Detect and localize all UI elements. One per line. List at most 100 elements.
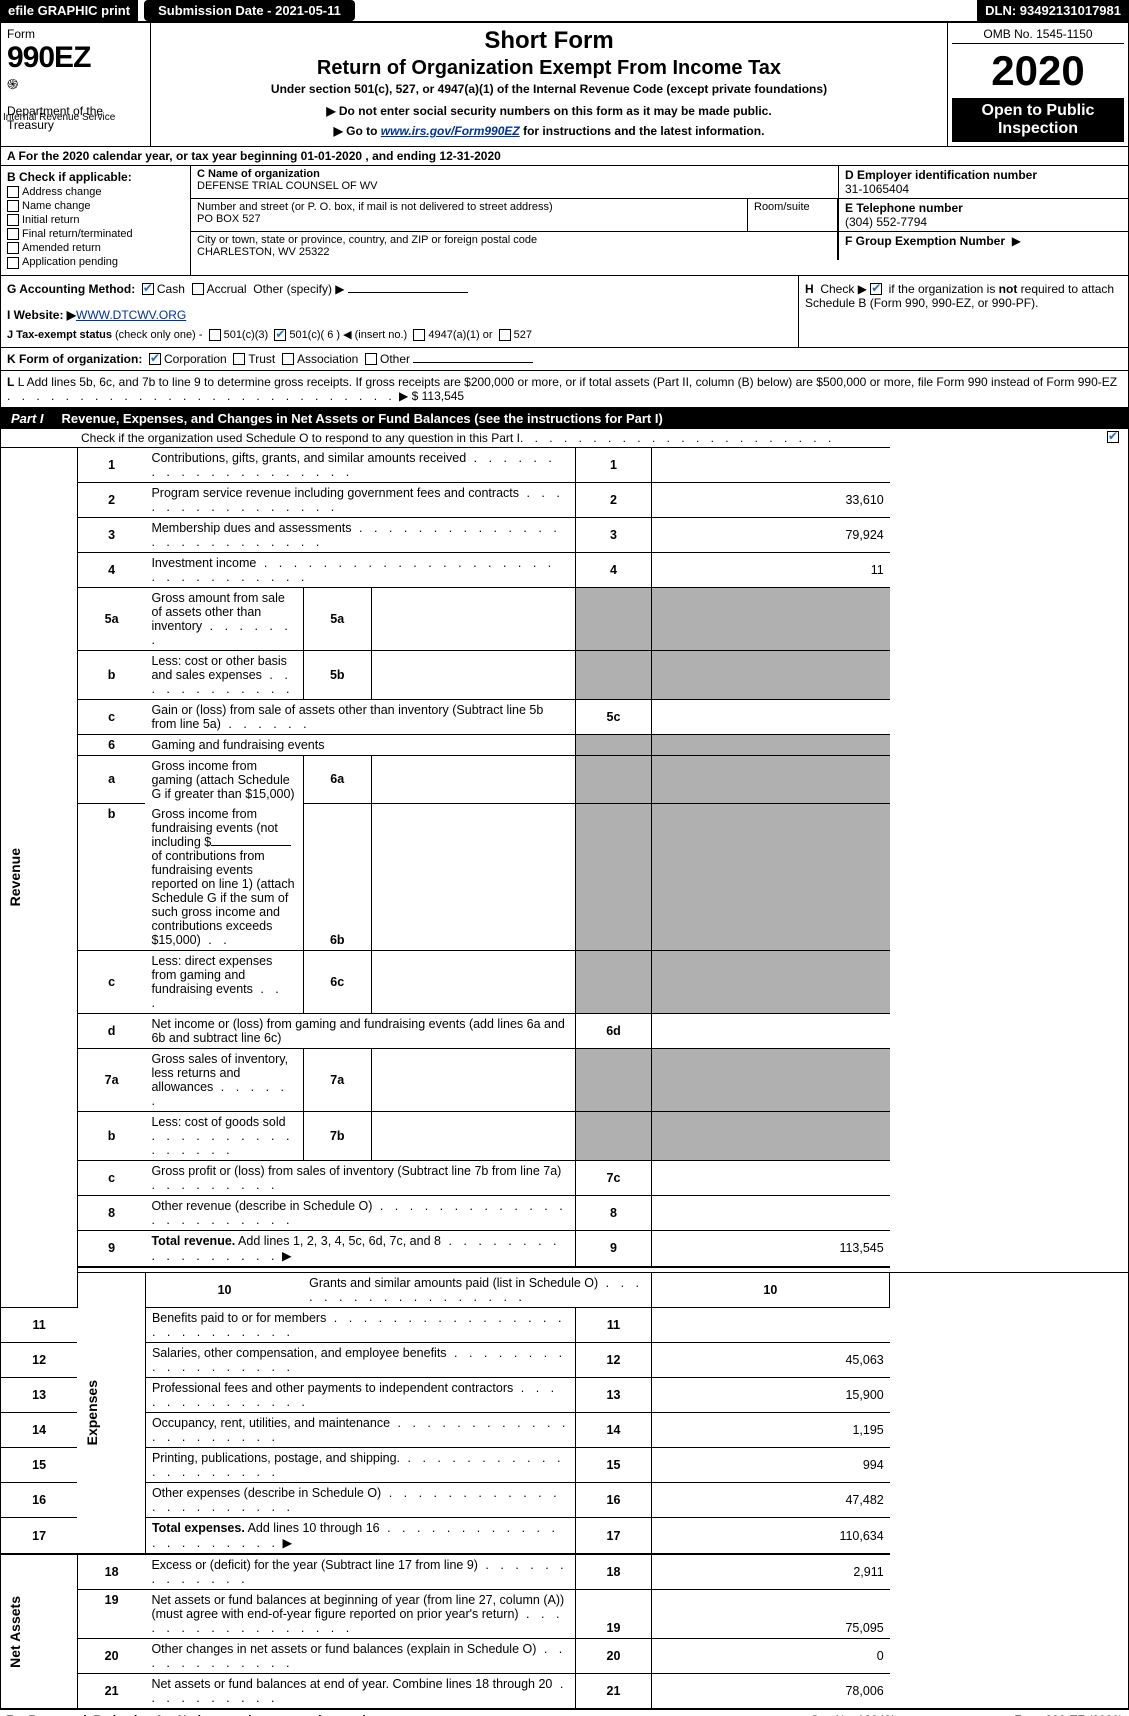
line-no-15: 15 bbox=[1, 1448, 78, 1483]
subval-5b bbox=[371, 650, 576, 699]
val-3: 79,924 bbox=[651, 517, 890, 552]
website-link[interactable]: WWW.DTCWV.ORG bbox=[76, 308, 186, 322]
row-20: 20 Other changes in net assets or fund b… bbox=[1, 1639, 1129, 1674]
desc-11: Benefits paid to or for members bbox=[152, 1311, 326, 1325]
chk-501c[interactable] bbox=[274, 329, 286, 341]
part1-tag: Part I bbox=[1, 409, 54, 428]
shade-5b-v bbox=[651, 650, 890, 699]
line-no-14: 14 bbox=[1, 1413, 78, 1448]
val-18: 2,911 bbox=[651, 1554, 890, 1590]
val-14: 1,195 bbox=[651, 1413, 890, 1448]
form-header: Form 990EZ ֍ Department of the Treasury … bbox=[0, 23, 1129, 147]
val-4: 11 bbox=[651, 552, 890, 587]
chk-501c3[interactable] bbox=[209, 329, 221, 341]
row-11: 11 Benefits paid to or for members . . .… bbox=[1, 1308, 1129, 1343]
line-no-3: 3 bbox=[77, 517, 145, 552]
row-ghij: G Accounting Method: Cash Accrual Other … bbox=[0, 275, 1129, 348]
desc-6: Gaming and fundraising events bbox=[145, 734, 576, 755]
chk-cash[interactable] bbox=[142, 283, 154, 295]
row-6b: b Gross income from fundraising events (… bbox=[1, 804, 1129, 951]
chk-4947[interactable] bbox=[413, 329, 425, 341]
ein-value: 31-1065404 bbox=[845, 182, 1122, 196]
chk-accrual[interactable] bbox=[192, 283, 204, 295]
row-10: Expenses 10 Grants and similar amounts p… bbox=[1, 1273, 1129, 1308]
row-16: 16 Other expenses (describe in Schedule … bbox=[1, 1483, 1129, 1518]
chk-name-change[interactable] bbox=[7, 200, 19, 212]
line-no-6c: c bbox=[77, 950, 145, 1013]
num-15: 15 bbox=[576, 1448, 651, 1483]
lbl-name-change: Name change bbox=[22, 200, 91, 212]
line-no-11: 11 bbox=[1, 1308, 78, 1343]
desc-10: Grants and similar amounts paid (list in… bbox=[309, 1276, 598, 1290]
fundraising-amount-input[interactable] bbox=[211, 845, 291, 846]
room-label: Room/suite bbox=[748, 199, 838, 231]
line-no-7a: 7a bbox=[77, 1048, 145, 1111]
lbl-app-pending: Application pending bbox=[22, 256, 118, 268]
desc-15: Printing, publications, postage, and shi… bbox=[152, 1451, 400, 1465]
line-no-19: 19 bbox=[77, 1590, 145, 1639]
under-section: Under section 501(c), 527, or 4947(a)(1)… bbox=[161, 82, 937, 96]
goto-instructions: ▶ Go to www.irs.gov/Form990EZ for instru… bbox=[161, 124, 937, 138]
desc-7b: Less: cost of goods sold bbox=[151, 1115, 285, 1129]
chk-address-change[interactable] bbox=[7, 186, 19, 198]
line-no-1: 1 bbox=[77, 447, 145, 482]
line-k-prefix: K Form of organization: bbox=[7, 352, 142, 366]
desc-19: Net assets or fund balances at beginning… bbox=[151, 1593, 564, 1621]
line-no-4: 4 bbox=[77, 552, 145, 587]
chk-h[interactable] bbox=[870, 283, 882, 295]
num-6d: 6d bbox=[576, 1013, 651, 1048]
other-org-input[interactable] bbox=[413, 362, 533, 363]
desc-2: Program service revenue including govern… bbox=[151, 486, 519, 500]
chk-corp[interactable] bbox=[149, 353, 161, 365]
lbl-501c: 501(c)( 6 ) ◀ (insert no.) bbox=[289, 329, 407, 341]
org-name: DEFENSE TRIAL COUNSEL OF WV bbox=[197, 180, 832, 192]
irs-link[interactable]: www.irs.gov/Form990EZ bbox=[381, 124, 520, 138]
num-14: 14 bbox=[576, 1413, 651, 1448]
line-a-begin: 01-01-2020 bbox=[301, 149, 362, 163]
box-d-label: D Employer identification number bbox=[845, 168, 1122, 182]
footer: For Paperwork Reduction Act Notice, see … bbox=[0, 1710, 1129, 1716]
shade-6c bbox=[576, 950, 651, 1013]
chk-other-org[interactable] bbox=[365, 353, 377, 365]
subval-6c bbox=[371, 950, 576, 1013]
line-h: H Check ▶ if the organization is not req… bbox=[798, 276, 1128, 347]
chk-initial-return[interactable] bbox=[7, 214, 19, 226]
part1-header: Part I Revenue, Expenses, and Changes in… bbox=[0, 408, 1129, 429]
chk-assoc[interactable] bbox=[282, 353, 294, 365]
line-h-not: not bbox=[999, 282, 1018, 296]
row-6c: c Less: direct expenses from gaming and … bbox=[1, 950, 1129, 1013]
chk-amended[interactable] bbox=[7, 242, 19, 254]
desc-1: Contributions, gifts, grants, and simila… bbox=[151, 451, 466, 465]
row-5c: c Gain or (loss) from sale of assets oth… bbox=[1, 699, 1129, 734]
box-f-arrow: ▶ bbox=[1012, 234, 1021, 248]
row-5b: b Less: cost or other basis and sales ex… bbox=[1, 650, 1129, 699]
footer-left: For Paperwork Reduction Act Notice, see … bbox=[6, 1713, 810, 1716]
line-g: G Accounting Method: Cash Accrual Other … bbox=[7, 282, 792, 296]
efile-print-button[interactable]: efile GRAPHIC print bbox=[0, 0, 138, 21]
desc-6b-1: Gross income from fundraising events (no… bbox=[151, 807, 277, 849]
chk-final-return[interactable] bbox=[7, 228, 19, 240]
sub-6a: 6a bbox=[303, 755, 371, 804]
row-15: 15 Printing, publications, postage, and … bbox=[1, 1448, 1129, 1483]
lbl-501c3: 501(c)(3) bbox=[224, 329, 269, 341]
tax-year: 2020 bbox=[952, 50, 1124, 92]
shade-7b-v bbox=[651, 1111, 890, 1160]
chk-schedule-o[interactable] bbox=[1107, 431, 1119, 443]
row-8: 8 Other revenue (describe in Schedule O)… bbox=[1, 1195, 1129, 1230]
shade-5a bbox=[576, 587, 651, 650]
line-i: I Website: ▶WWW.DTCWV.ORG bbox=[7, 308, 792, 322]
lbl-initial-return: Initial return bbox=[22, 214, 79, 226]
line-no-13: 13 bbox=[1, 1378, 78, 1413]
other-specify-input[interactable] bbox=[348, 292, 468, 293]
chk-app-pending[interactable] bbox=[7, 257, 19, 269]
row-1: Revenue 1 Contributions, gifts, grants, … bbox=[1, 447, 1129, 482]
num-3: 3 bbox=[576, 517, 651, 552]
num-11: 11 bbox=[576, 1308, 651, 1343]
footer-right: Form 990-EZ (2020) bbox=[1014, 1713, 1123, 1716]
line-a: A For the 2020 calendar year, or tax yea… bbox=[0, 147, 1129, 166]
chk-trust[interactable] bbox=[233, 353, 245, 365]
sub-6c: 6c bbox=[303, 950, 371, 1013]
part1-title: Revenue, Expenses, and Changes in Net As… bbox=[54, 409, 1128, 428]
line-k: K Form of organization: Corporation Trus… bbox=[0, 348, 1129, 371]
chk-527[interactable] bbox=[499, 329, 511, 341]
